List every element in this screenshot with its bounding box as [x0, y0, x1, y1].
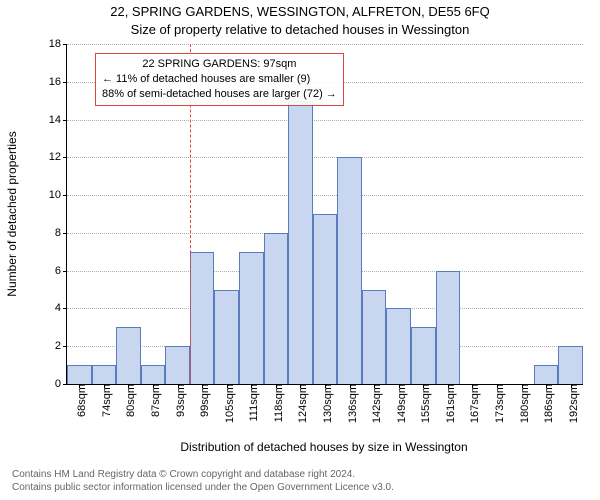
xtick-label: 130sqm	[316, 384, 334, 423]
histogram-bar	[239, 252, 264, 384]
ytick-label: 12	[49, 151, 67, 163]
histogram-bar	[92, 365, 117, 384]
copyright-notice: Contains HM Land Registry data © Crown c…	[12, 468, 394, 494]
ytick-label: 4	[55, 302, 67, 314]
xtick-label: 180sqm	[513, 384, 531, 423]
histogram-bar	[214, 290, 239, 384]
gridline	[67, 195, 583, 196]
xtick-label: 192sqm	[562, 384, 580, 423]
ytick-label: 6	[55, 265, 67, 277]
histogram-bar	[165, 346, 190, 384]
xtick-label: 99sqm	[193, 384, 211, 417]
xtick-label: 155sqm	[414, 384, 432, 423]
ytick-label: 2	[55, 340, 67, 352]
ytick-label: 18	[49, 38, 67, 50]
histogram-bar	[288, 101, 313, 384]
xtick-label: 80sqm	[119, 384, 137, 417]
property-size-chart: 22, SPRING GARDENS, WESSINGTON, ALFRETON…	[0, 0, 600, 500]
ytick-label: 10	[49, 189, 67, 201]
xtick-label: 167sqm	[463, 384, 481, 423]
ytick-label: 8	[55, 227, 67, 239]
xtick-label: 136sqm	[341, 384, 359, 423]
histogram-bar	[558, 346, 583, 384]
histogram-bar	[534, 365, 559, 384]
histogram-bar	[67, 365, 92, 384]
info-box-line-3: 88% of semi-detached houses are larger (…	[102, 87, 337, 102]
xtick-label: 111sqm	[242, 384, 260, 422]
info-box-line-2: ← 11% of detached houses are smaller (9)	[102, 72, 337, 87]
xtick-label: 68sqm	[70, 384, 88, 417]
gridline	[67, 120, 583, 121]
title-line-2: Size of property relative to detached ho…	[0, 22, 600, 37]
chart-title-2: Size of property relative to detached ho…	[0, 22, 600, 37]
chart-title-1: 22, SPRING GARDENS, WESSINGTON, ALFRETON…	[0, 4, 600, 19]
xtick-label: 93sqm	[169, 384, 187, 417]
xtick-label: 173sqm	[488, 384, 506, 423]
x-axis-label: Distribution of detached houses by size …	[180, 440, 467, 454]
copyright-line-1: Contains HM Land Registry data © Crown c…	[12, 468, 394, 481]
plot-area: 02468101214161868sqm74sqm80sqm87sqm93sqm…	[66, 44, 583, 385]
ytick-label: 0	[55, 378, 67, 390]
histogram-bar	[436, 271, 461, 384]
xtick-label: 74sqm	[95, 384, 113, 417]
ytick-label: 16	[49, 76, 67, 88]
copyright-line-2: Contains public sector information licen…	[12, 481, 394, 494]
gridline	[67, 44, 583, 45]
title-line-1: 22, SPRING GARDENS, WESSINGTON, ALFRETON…	[0, 4, 600, 19]
xtick-label: 142sqm	[365, 384, 383, 423]
histogram-bar	[264, 233, 289, 384]
ytick-label: 14	[49, 114, 67, 126]
xtick-label: 105sqm	[218, 384, 236, 423]
xtick-label: 87sqm	[144, 384, 162, 417]
info-box-line-1: 22 SPRING GARDENS: 97sqm	[102, 57, 337, 72]
info-box: 22 SPRING GARDENS: 97sqm← 11% of detache…	[95, 53, 344, 106]
histogram-bar	[362, 290, 387, 384]
xtick-label: 118sqm	[267, 384, 285, 422]
histogram-bar	[411, 327, 436, 384]
histogram-bar	[386, 308, 411, 384]
y-axis-label: Number of detached properties	[5, 131, 19, 296]
xtick-label: 186sqm	[537, 384, 555, 423]
histogram-bar	[141, 365, 166, 384]
xtick-label: 124sqm	[291, 384, 309, 423]
xtick-label: 149sqm	[390, 384, 408, 423]
xtick-label: 161sqm	[439, 384, 457, 423]
gridline	[67, 157, 583, 158]
histogram-bar	[313, 214, 338, 384]
histogram-bar	[190, 252, 215, 384]
histogram-bar	[337, 157, 362, 384]
histogram-bar	[116, 327, 141, 384]
